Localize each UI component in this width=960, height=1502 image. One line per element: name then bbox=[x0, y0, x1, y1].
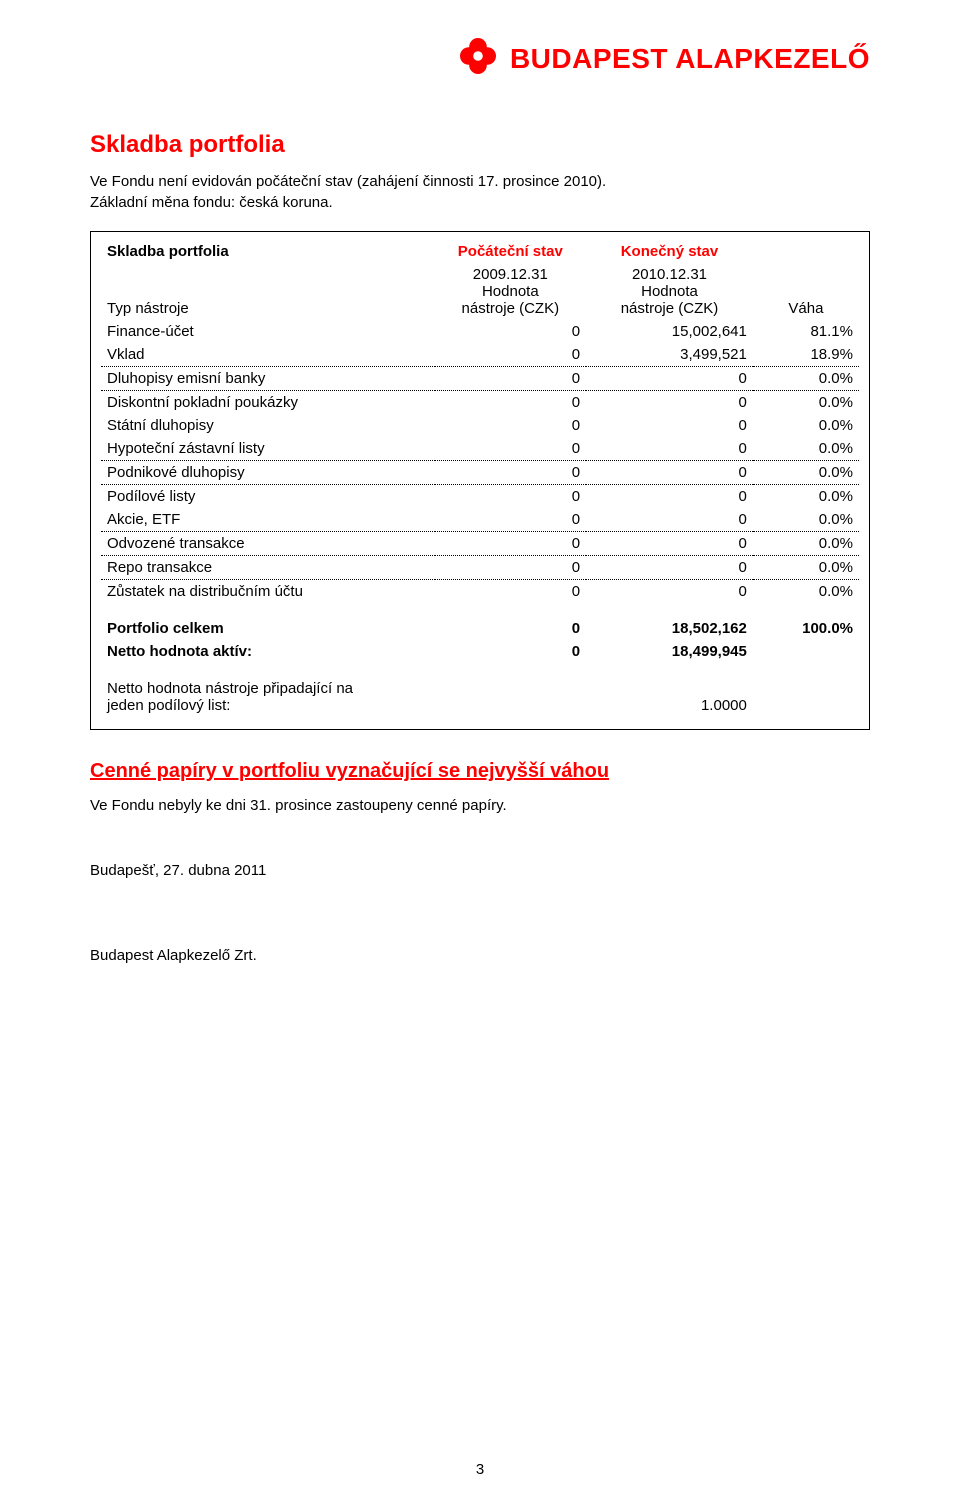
table-row: Podnikové dluhopisy000.0% bbox=[101, 461, 859, 485]
page-number: 3 bbox=[0, 1461, 960, 1478]
table-row: Státní dluhopisy000.0% bbox=[101, 414, 859, 437]
row-v2: 0 bbox=[586, 437, 753, 461]
row-v1: 0 bbox=[435, 343, 587, 367]
row-weight: 81.1% bbox=[753, 320, 859, 343]
row-v2: 0 bbox=[586, 580, 753, 604]
hdr-pocatecni: Počáteční stav bbox=[435, 240, 587, 263]
table-row: Hypoteční zástavní listy000.0% bbox=[101, 437, 859, 461]
row-weight: 0.0% bbox=[753, 556, 859, 580]
company-name: Budapest Alapkezelő Zrt. bbox=[90, 947, 870, 964]
row-v1: 0 bbox=[435, 437, 587, 461]
place-date: Budapešť, 27. dubna 2011 bbox=[90, 862, 870, 879]
row-weight: 0.0% bbox=[753, 532, 859, 556]
table-row: Diskontní pokladní poukázky000.0% bbox=[101, 391, 859, 415]
table-row: Akcie, ETF000.0% bbox=[101, 508, 859, 532]
row-weight: 0.0% bbox=[753, 485, 859, 509]
total-label: Netto hodnota aktív: bbox=[101, 640, 435, 663]
row-label: Zůstatek na distribučním účtu bbox=[101, 580, 435, 604]
row-weight: 0.0% bbox=[753, 367, 859, 391]
row-label: Vklad bbox=[101, 343, 435, 367]
row-v2: 0 bbox=[586, 391, 753, 415]
total-v2: 18,502,162 bbox=[586, 617, 753, 640]
row-v2: 0 bbox=[586, 556, 753, 580]
total-v1: 0 bbox=[435, 617, 587, 640]
row-label: Akcie, ETF bbox=[101, 508, 435, 532]
intro-line-1: Ve Fondu není evidován počáteční stav (z… bbox=[90, 173, 870, 190]
row-v1: 0 bbox=[435, 367, 587, 391]
row-weight: 0.0% bbox=[753, 437, 859, 461]
row-v2: 0 bbox=[586, 367, 753, 391]
row-weight: 0.0% bbox=[753, 580, 859, 604]
row-weight: 0.0% bbox=[753, 391, 859, 415]
table-row: Podílové listy000.0% bbox=[101, 485, 859, 509]
table-row: Zůstatek na distribučním účtu000.0% bbox=[101, 580, 859, 604]
table-total-row: Netto hodnota aktív:018,499,945 bbox=[101, 640, 859, 663]
brand-logo-text: BUDAPEST ALAPKEZELŐ bbox=[510, 43, 870, 75]
row-v2: 3,499,521 bbox=[586, 343, 753, 367]
row-v2: 0 bbox=[586, 508, 753, 532]
row-weight: 0.0% bbox=[753, 461, 859, 485]
row-label: Odvozené transakce bbox=[101, 532, 435, 556]
row-label: Hypoteční zástavní listy bbox=[101, 437, 435, 461]
total-v1: 0 bbox=[435, 640, 587, 663]
row-label: Finance-účet bbox=[101, 320, 435, 343]
row-v1: 0 bbox=[435, 580, 587, 604]
row-v1: 0 bbox=[435, 485, 587, 509]
row-v2: 0 bbox=[586, 461, 753, 485]
hdr-col-2010: 2010.12.31 Hodnota nástroje (CZK) bbox=[586, 263, 753, 320]
row-label: Repo transakce bbox=[101, 556, 435, 580]
row-weight: 0.0% bbox=[753, 508, 859, 532]
row-v2: 0 bbox=[586, 485, 753, 509]
table-row: Repo transakce000.0% bbox=[101, 556, 859, 580]
row-v1: 0 bbox=[435, 461, 587, 485]
row-label: Státní dluhopisy bbox=[101, 414, 435, 437]
cenne-papiry-line: Ve Fondu nebyly ke dni 31. prosince zast… bbox=[90, 797, 870, 814]
row-weight: 0.0% bbox=[753, 414, 859, 437]
heading-cenne-papiry: Cenné papíry v portfoliu vyznačující se … bbox=[90, 760, 870, 783]
hdr-col-2009: 2009.12.31 Hodnota nástroje (CZK) bbox=[435, 263, 587, 320]
heading-skladba-portfolia: Skladba portfolia bbox=[90, 131, 870, 159]
row-v2: 15,002,641 bbox=[586, 320, 753, 343]
row-v1: 0 bbox=[435, 556, 587, 580]
row-v2: 0 bbox=[586, 414, 753, 437]
row-v1: 0 bbox=[435, 320, 587, 343]
table-header-sub: Typ nástroje 2009.12.31 Hodnota nástroje… bbox=[101, 263, 859, 320]
row-v2: 0 bbox=[586, 532, 753, 556]
portfolio-table: Skladba portfolia Počáteční stav Konečný… bbox=[90, 231, 870, 730]
row-label: Podílové listy bbox=[101, 485, 435, 509]
row-v1: 0 bbox=[435, 532, 587, 556]
table-note-row: Netto hodnota nástroje připadající na je… bbox=[101, 677, 859, 717]
row-v1: 0 bbox=[435, 391, 587, 415]
hdr-skladba: Skladba portfolia bbox=[101, 240, 435, 263]
row-label: Podnikové dluhopisy bbox=[101, 461, 435, 485]
brand-header: BUDAPEST ALAPKEZELŐ bbox=[90, 30, 870, 121]
table-row: Dluhopisy emisní banky000.0% bbox=[101, 367, 859, 391]
hdr-typ-nastroje: Typ nástroje bbox=[101, 263, 435, 320]
row-label: Diskontní pokladní poukázky bbox=[101, 391, 435, 415]
row-weight: 18.9% bbox=[753, 343, 859, 367]
row-v1: 0 bbox=[435, 414, 587, 437]
total-v2: 18,499,945 bbox=[586, 640, 753, 663]
note-value: 1.0000 bbox=[586, 677, 753, 717]
hdr-konecny: Konečný stav bbox=[586, 240, 753, 263]
table-row: Finance-účet015,002,64181.1% bbox=[101, 320, 859, 343]
row-label: Dluhopisy emisní banky bbox=[101, 367, 435, 391]
total-label: Portfolio celkem bbox=[101, 617, 435, 640]
note-label: Netto hodnota nástroje připadající na je… bbox=[101, 677, 435, 717]
table-total-row: Portfolio celkem018,502,162100.0% bbox=[101, 617, 859, 640]
brand-logo-icon bbox=[458, 36, 498, 81]
intro-line-2: Základní měna fondu: česká koruna. bbox=[90, 194, 870, 211]
table-row: Odvozené transakce000.0% bbox=[101, 532, 859, 556]
hdr-col-vaha: Váha bbox=[753, 263, 859, 320]
total-weight bbox=[753, 640, 859, 663]
row-v1: 0 bbox=[435, 508, 587, 532]
table-row: Vklad03,499,52118.9% bbox=[101, 343, 859, 367]
table-header-main: Skladba portfolia Počáteční stav Konečný… bbox=[101, 240, 859, 263]
total-weight: 100.0% bbox=[753, 617, 859, 640]
